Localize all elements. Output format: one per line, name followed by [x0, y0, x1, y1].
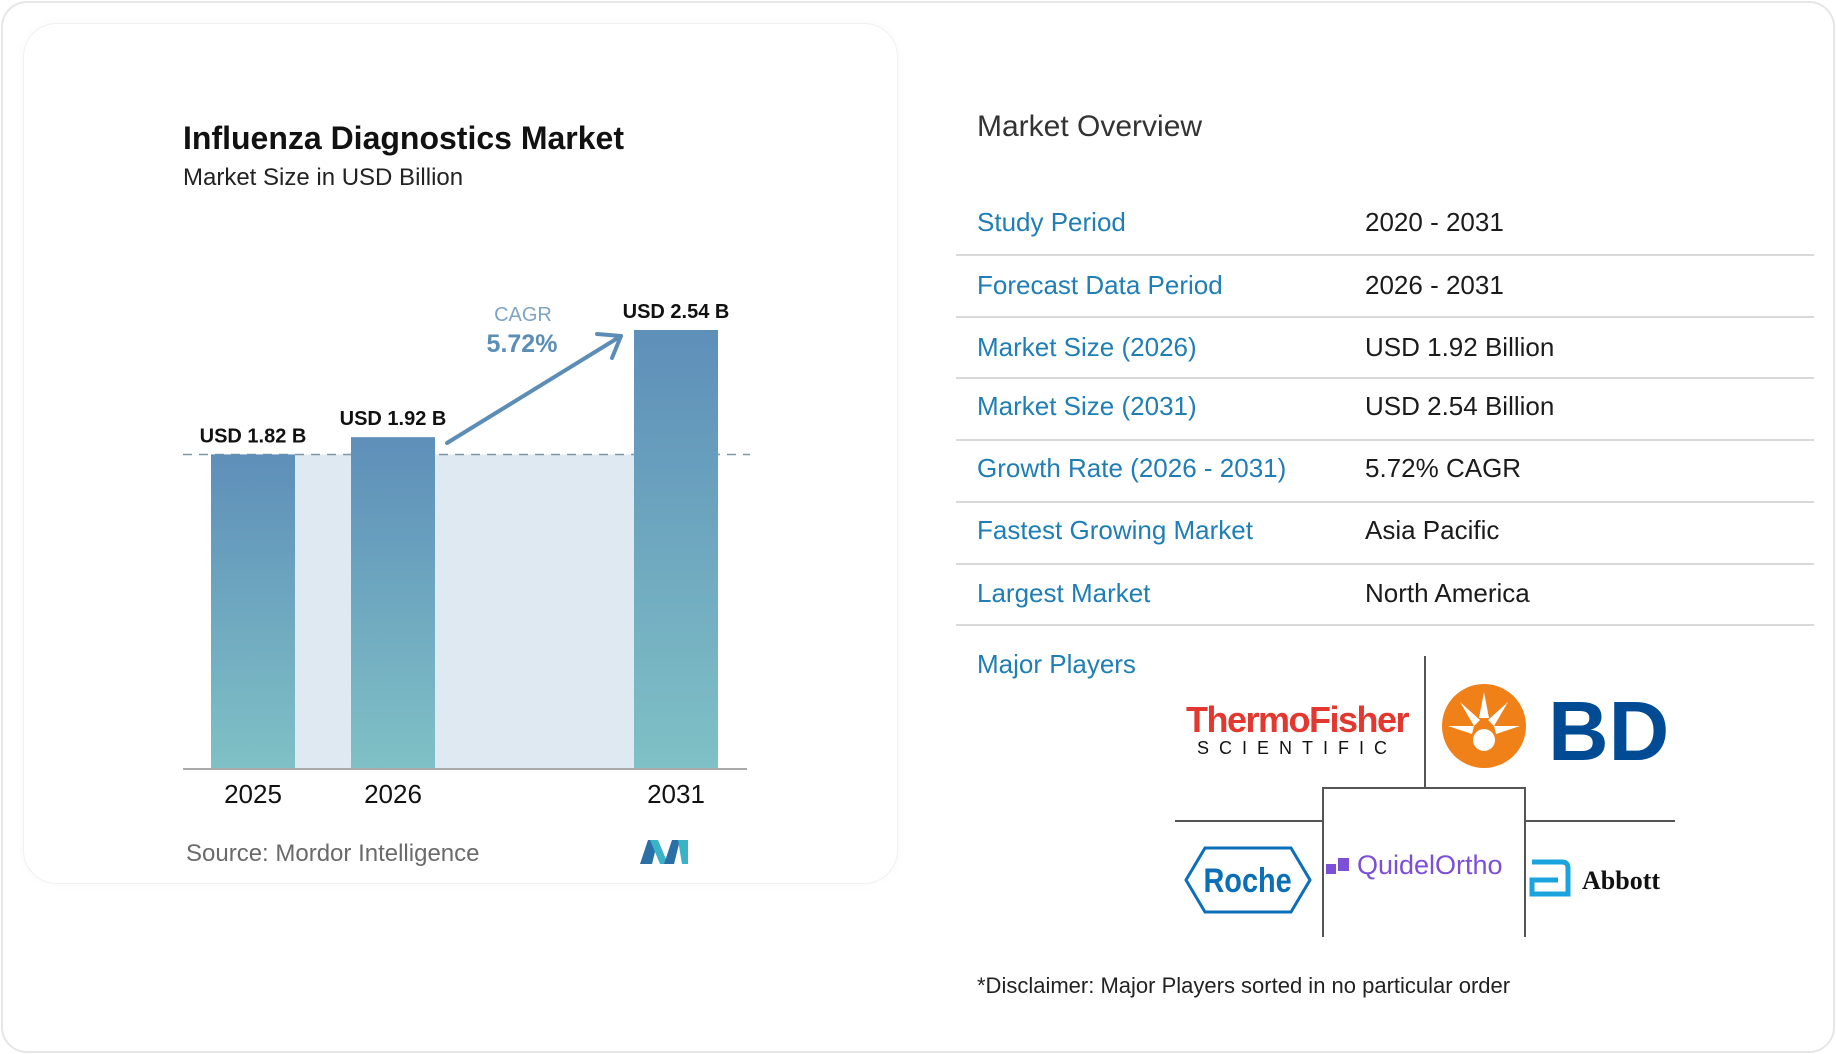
overview-row-label: Forecast Data Period	[977, 270, 1223, 300]
row-separator	[956, 254, 1814, 256]
row-separator	[956, 501, 1814, 503]
baseline-fill	[295, 454, 634, 769]
cagr-value: 5.72%	[487, 330, 558, 358]
row-separator	[956, 316, 1814, 318]
data-label: USD 1.82 B	[200, 425, 307, 447]
overview-row-value: USD 1.92 Billion	[1365, 332, 1555, 362]
overview-row-value: North America	[1365, 578, 1530, 608]
svg-text:Abbott: Abbott	[1582, 866, 1660, 895]
overview-row-value: 2020 - 2031	[1365, 207, 1504, 237]
overview-title: Market Overview	[977, 110, 1203, 143]
overview-row-value: Asia Pacific	[1365, 515, 1500, 545]
divider	[1322, 787, 1526, 789]
chart-subtitle: Market Size in USD Billion	[183, 164, 464, 191]
data-label: USD 2.54 B	[623, 301, 730, 323]
logo-quidelortho: QuidelOrtho	[1326, 850, 1503, 881]
svg-text:BD: BD	[1548, 684, 1669, 770]
chart-title: Influenza Diagnostics Market	[183, 120, 624, 156]
svg-text:Roche: Roche	[1203, 861, 1291, 900]
bar-chart: USD 1.82 B 2025 USD 1.92 B 2026 USD 2.54 B 20…	[183, 301, 750, 809]
bar-2025	[211, 454, 295, 769]
overview-row-value: 5.72% CAGR	[1365, 453, 1522, 483]
x-tick-label: 2026	[364, 779, 422, 809]
logo-abbott: Abbott	[1529, 859, 1660, 897]
cagr-arrow-head	[595, 332, 623, 360]
bar-2026	[351, 437, 435, 769]
divider	[1525, 820, 1675, 822]
source-text: Source: Mordor Intelligence	[186, 840, 480, 867]
divider	[1175, 820, 1322, 822]
row-separator	[956, 439, 1814, 441]
cagr-arrow	[445, 334, 623, 445]
chart-card	[23, 23, 898, 884]
overview-row-label: Fastest Growing Market	[977, 515, 1253, 545]
disclaimer: *Disclaimer: Major Players sorted in no …	[977, 973, 1511, 998]
overview-row-value: 2026 - 2031	[1365, 270, 1504, 300]
cagr-label: CAGR	[494, 304, 552, 326]
bar-2031	[634, 330, 718, 769]
divider	[1524, 787, 1526, 937]
major-players-label: Major Players	[977, 649, 1136, 679]
data-label: USD 1.92 B	[340, 408, 447, 430]
overview-row-label: Market Size (2031)	[977, 391, 1197, 421]
x-tick-label: 2031	[647, 779, 705, 809]
row-separator	[956, 377, 1814, 379]
overview-row-value: USD 2.54 Billion	[1365, 391, 1555, 421]
divider	[1424, 656, 1426, 787]
logo-roche: Roche	[1184, 846, 1312, 914]
overview-row-label: Growth Rate (2026 - 2031)	[977, 453, 1287, 483]
logo-thermo-fisher: ThermoFisher SCIENTIFIC	[1186, 699, 1410, 759]
row-separator	[956, 563, 1814, 565]
overview-row-label: Study Period	[977, 207, 1126, 237]
overview-row-label: Market Size (2026)	[977, 332, 1197, 362]
mordor-logo	[640, 840, 688, 864]
overview-row-label: Largest Market	[977, 578, 1151, 608]
x-tick-label: 2025	[224, 779, 282, 809]
row-separator	[956, 624, 1814, 626]
divider	[1322, 787, 1324, 937]
logo-bd: BD	[1442, 684, 1669, 770]
